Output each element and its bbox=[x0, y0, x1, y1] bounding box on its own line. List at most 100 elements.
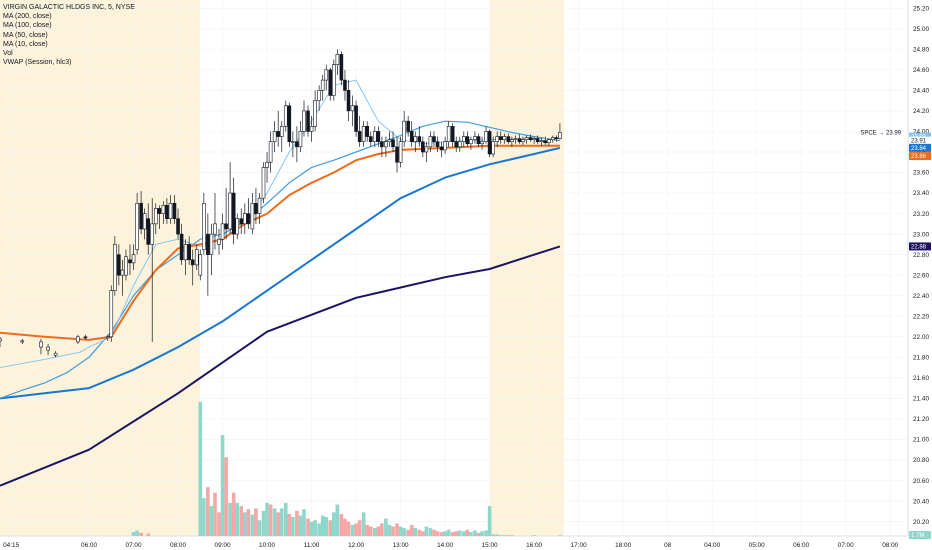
volume-bar bbox=[306, 518, 310, 536]
candle-body bbox=[165, 205, 169, 220]
legend-item-ma100[interactable]: MA (100, close) bbox=[3, 22, 52, 30]
candle-body bbox=[194, 249, 199, 266]
candle-body bbox=[339, 54, 344, 81]
vwap-price-label: 23.91 bbox=[911, 139, 927, 145]
volume-bar bbox=[368, 526, 373, 536]
candle-body bbox=[109, 290, 114, 338]
candle-body bbox=[439, 146, 444, 151]
candle-body bbox=[324, 69, 329, 81]
candle-body bbox=[365, 125, 370, 137]
candle-body bbox=[46, 346, 50, 351]
candle-body bbox=[328, 69, 333, 96]
candle-body bbox=[202, 203, 206, 250]
candle-body bbox=[335, 54, 340, 65]
ma100-price-label: 23.84 bbox=[911, 146, 927, 152]
candle-body bbox=[476, 136, 481, 145]
candle-body bbox=[343, 79, 347, 91]
volume-bar bbox=[417, 529, 422, 536]
candle-body bbox=[409, 131, 414, 143]
x-tick-label: 13:00 bbox=[393, 542, 409, 549]
volume-bar bbox=[220, 435, 225, 536]
candle-body bbox=[551, 137, 555, 140]
candle-body bbox=[535, 138, 540, 143]
volume-bar bbox=[365, 524, 370, 536]
candle-body bbox=[528, 137, 533, 140]
candle-body bbox=[20, 340, 25, 343]
volume-bar bbox=[457, 530, 462, 536]
candle-body bbox=[250, 203, 255, 230]
candle-body bbox=[491, 141, 495, 155]
candle-body bbox=[213, 223, 217, 235]
candle-body bbox=[461, 136, 466, 143]
legend-item-vol[interactable]: Vol bbox=[3, 50, 13, 58]
legend-item-ma200[interactable]: MA (200, close) bbox=[3, 13, 52, 21]
candle-body bbox=[206, 233, 210, 255]
legend-item-vwap[interactable]: VWAP (Session, hlc3) bbox=[3, 59, 72, 67]
session-shade bbox=[0, 0, 201, 536]
candle-body bbox=[454, 141, 459, 148]
ma50-price-label-bg bbox=[909, 152, 931, 161]
volume-bar bbox=[357, 520, 362, 536]
x-tick-label: 04:00 bbox=[704, 542, 720, 549]
volume-bar bbox=[510, 535, 514, 536]
candle-body bbox=[428, 136, 433, 148]
symbol-price-label: SPCE → 23.99 bbox=[860, 130, 901, 136]
candle-body bbox=[502, 136, 507, 140]
volume-bar bbox=[439, 532, 444, 536]
volume-bar bbox=[228, 502, 232, 536]
volume-bar bbox=[424, 526, 429, 536]
candle-body bbox=[361, 125, 366, 143]
volume-bar bbox=[484, 530, 488, 536]
y-tick-label: 21.40 bbox=[913, 396, 929, 403]
volume-bar bbox=[346, 521, 351, 536]
candle-body bbox=[261, 167, 266, 199]
candle-body bbox=[346, 90, 351, 112]
volume-bar bbox=[254, 508, 258, 536]
candle-body bbox=[357, 131, 362, 143]
x-tick-label: 16:00 bbox=[526, 542, 542, 549]
candle-body bbox=[246, 213, 251, 225]
candle-body bbox=[473, 136, 477, 140]
x-tick-label: 12:00 bbox=[348, 542, 364, 549]
candle-body bbox=[480, 141, 484, 145]
candle-body bbox=[539, 140, 544, 143]
candle-body bbox=[231, 192, 236, 235]
candle-body bbox=[521, 139, 525, 143]
volume-bar bbox=[231, 492, 236, 536]
y-tick-label: 22.20 bbox=[913, 313, 929, 320]
candle-body bbox=[510, 139, 514, 143]
legend-item-ma10[interactable]: MA (10, close) bbox=[3, 40, 48, 48]
candle-body bbox=[380, 141, 384, 148]
volume-bar bbox=[243, 512, 247, 536]
candle-body bbox=[113, 244, 117, 291]
candle-body bbox=[298, 131, 303, 148]
x-tick-label: 08:00 bbox=[170, 542, 186, 549]
volume-bar bbox=[398, 526, 403, 536]
legend-title: VIRGIN GALACTIC HLDGS INC, 5, NYSE bbox=[3, 4, 135, 11]
volume-bar bbox=[246, 509, 251, 536]
volume-bar bbox=[391, 526, 395, 536]
candle-body bbox=[146, 218, 151, 245]
volume-bar bbox=[491, 534, 495, 536]
volume-bar bbox=[295, 510, 299, 536]
candle-body bbox=[105, 336, 110, 339]
candle-body bbox=[198, 254, 203, 276]
candle-body bbox=[0, 338, 2, 342]
volume-bar bbox=[335, 504, 340, 536]
candle-body bbox=[395, 146, 399, 163]
candle-body bbox=[350, 105, 355, 112]
volume-bar bbox=[139, 532, 143, 536]
x-tick-label: 10:00 bbox=[259, 542, 275, 549]
candle-body bbox=[239, 218, 244, 225]
volume-bar bbox=[502, 535, 507, 536]
candle-body bbox=[547, 139, 551, 144]
y-tick-label: 24.20 bbox=[913, 108, 929, 115]
candle-body bbox=[209, 233, 214, 255]
volume-bar bbox=[320, 515, 325, 536]
legend-item-ma50[interactable]: MA (50, close) bbox=[3, 31, 48, 39]
y-tick-label: 21.60 bbox=[913, 375, 929, 382]
y-tick-label: 22.80 bbox=[913, 252, 929, 259]
candle-body bbox=[161, 205, 166, 214]
candle-body bbox=[484, 131, 488, 143]
